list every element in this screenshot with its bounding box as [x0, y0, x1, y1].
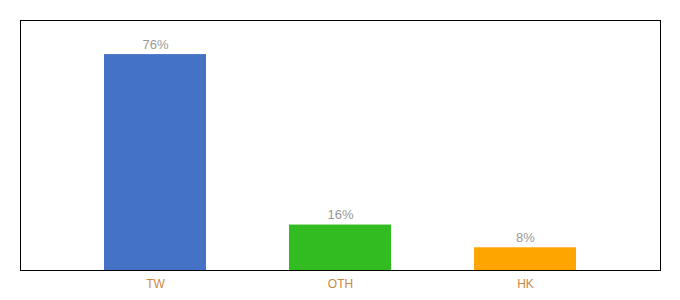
svg-text:TW: TW: [146, 277, 165, 291]
svg-text:OTH: OTH: [328, 277, 353, 291]
svg-text:8%: 8%: [516, 230, 535, 245]
svg-text:HK: HK: [517, 277, 534, 291]
svg-text:76%: 76%: [142, 37, 168, 52]
svg-text:16%: 16%: [327, 207, 353, 222]
